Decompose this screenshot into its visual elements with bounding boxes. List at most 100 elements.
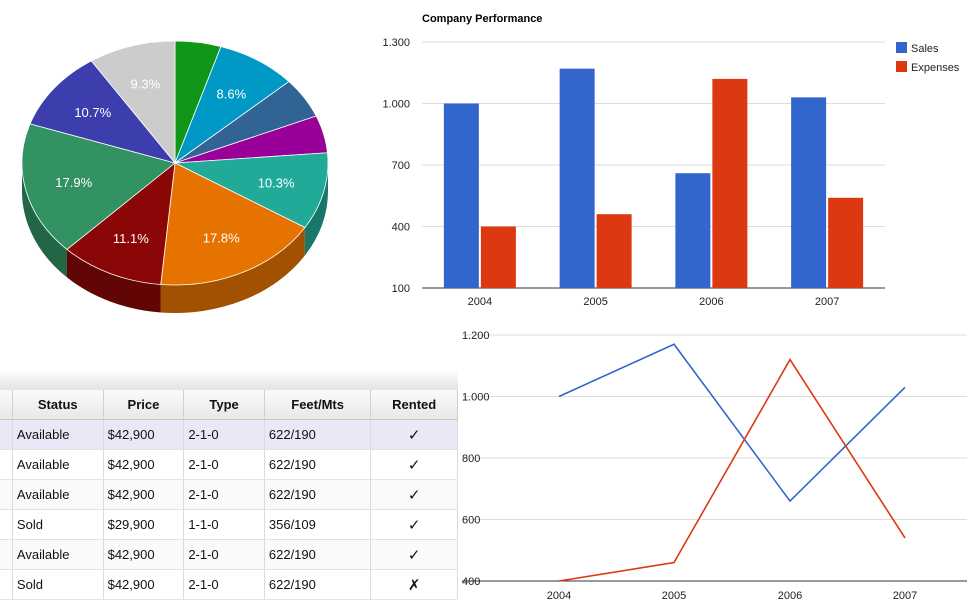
- row-selector[interactable]: [0, 569, 13, 600]
- rented-cell: ✗: [370, 569, 458, 600]
- pie-slice-label: 17.9%: [55, 175, 92, 190]
- bar-x-tick-label: 2005: [583, 296, 607, 308]
- pie-slice-label: 8.6%: [217, 86, 247, 101]
- bar-x-tick-label: 2004: [468, 296, 492, 308]
- column-header-rented[interactable]: Rented: [370, 390, 458, 420]
- pie-slice[interactable]: [160, 162, 306, 286]
- feet-mts-cell: 622/190: [264, 539, 372, 570]
- bar-y-tick-label: 400: [392, 222, 410, 234]
- bar-sales[interactable]: [443, 103, 479, 289]
- rented-cell: ✓: [370, 479, 458, 510]
- rented-cell: ✓: [370, 419, 458, 450]
- price-cell: $42,900: [103, 569, 185, 600]
- column-header-status[interactable]: Status: [12, 390, 104, 420]
- bar-y-tick-label: 1.300: [382, 37, 410, 49]
- price-cell: $42,900: [103, 449, 185, 480]
- pie-slice-side: [304, 163, 328, 256]
- legend-label-expenses: Expenses: [911, 62, 960, 74]
- status-cell: Sold: [12, 509, 104, 540]
- data-table: Status Price Type Feet/Mts Rented Availa…: [0, 390, 458, 600]
- pie-chart: 8.6% 10.3% 17.8% 11.1% 17.9% 10.7% 9.3%: [21, 40, 329, 313]
- price-cell: $42,900: [103, 539, 185, 570]
- bar-sales[interactable]: [791, 97, 827, 288]
- bar-expenses[interactable]: [596, 214, 632, 288]
- status-cell: Sold: [12, 569, 104, 600]
- line-y-tick-label: 400: [462, 576, 480, 588]
- pie-slice-label: 9.3%: [131, 76, 161, 91]
- feet-mts-cell: 622/190: [264, 569, 372, 600]
- table-row[interactable]: Available $42,900 2-1-0 622/190 ✓: [0, 449, 458, 480]
- legend-swatch-expenses: [896, 61, 907, 72]
- line-y-tick-label: 800: [462, 453, 480, 465]
- feet-mts-cell: 622/190: [264, 419, 372, 450]
- type-cell: 2-1-0: [183, 479, 265, 510]
- row-selector[interactable]: [0, 539, 13, 570]
- line-x-tick-label: 2007: [893, 590, 917, 602]
- bar-y-tick-label: 100: [392, 283, 410, 295]
- price-cell: $42,900: [103, 419, 185, 450]
- price-cell: $42,900: [103, 479, 185, 510]
- bar-y-tick-label: 700: [392, 160, 410, 172]
- feet-mts-cell: 356/109: [264, 509, 372, 540]
- price-cell: $29,900: [103, 509, 185, 540]
- table-row[interactable]: Available $42,900 2-1-0 622/190 ✓: [0, 479, 458, 510]
- column-header-type[interactable]: Type: [183, 390, 265, 420]
- table-top-band: [0, 370, 458, 390]
- legend-swatch-sales: [896, 42, 907, 53]
- pie-slice-label: 10.3%: [258, 175, 295, 190]
- status-cell: Available: [12, 479, 104, 510]
- column-header-feet-mts[interactable]: Feet/Mts: [264, 390, 372, 420]
- line-x-tick-label: 2004: [547, 590, 571, 602]
- pie-slice-label: 11.1%: [113, 231, 149, 246]
- line-x-tick-label: 2006: [778, 590, 802, 602]
- line-series[interactable]: [558, 343, 906, 503]
- bar-chart: Company Performance 1004007001.0001.300 …: [382, 13, 960, 308]
- feet-mts-cell: 622/190: [264, 449, 372, 480]
- legend-label-sales: Sales: [911, 43, 939, 55]
- type-cell: 2-1-0: [183, 569, 265, 600]
- bar-legend: Sales Expenses: [896, 42, 960, 74]
- table-row[interactable]: Sold $42,900 2-1-0 622/190 ✗: [0, 569, 458, 600]
- column-header-price[interactable]: Price: [103, 390, 185, 420]
- type-cell: 2-1-0: [183, 419, 265, 450]
- table-row[interactable]: Sold $29,900 1-1-0 356/109 ✓: [0, 509, 458, 540]
- line-y-tick-label: 1.200: [462, 330, 490, 342]
- header-row-selector: [0, 390, 13, 420]
- bar-expenses[interactable]: [480, 226, 516, 289]
- status-cell: Available: [12, 539, 104, 570]
- bar-x-tick-label: 2006: [699, 296, 723, 308]
- bar-x-tick-label: 2007: [815, 296, 839, 308]
- table-header-row: Status Price Type Feet/Mts Rented: [0, 390, 458, 420]
- row-selector[interactable]: [0, 449, 13, 480]
- bar-sales[interactable]: [675, 173, 711, 288]
- pie-slice[interactable]: [90, 40, 176, 165]
- line-series[interactable]: [558, 358, 906, 582]
- pie-slice[interactable]: [173, 152, 329, 228]
- row-selector[interactable]: [0, 479, 13, 510]
- pie-slice-label: 10.7%: [74, 105, 111, 120]
- pie-slice[interactable]: [66, 162, 176, 285]
- data-table-panel: Status Price Type Feet/Mts Rented Availa…: [0, 370, 458, 615]
- bar-sales[interactable]: [559, 68, 595, 289]
- row-selector[interactable]: [0, 419, 13, 450]
- bar-expenses[interactable]: [828, 197, 864, 288]
- pie-labels: 8.6% 10.3% 17.8% 11.1% 17.9% 10.7% 9.3%: [55, 76, 295, 246]
- line-y-tick-label: 1.000: [462, 392, 490, 404]
- pie-slice-label: 17.8%: [203, 230, 240, 245]
- type-cell: 2-1-0: [183, 539, 265, 570]
- line-x-tick-label: 2005: [662, 590, 686, 602]
- line-y-tick-label: 600: [462, 515, 480, 527]
- bar-y-tick-label: 1.000: [382, 99, 410, 111]
- pie-slice-side: [22, 163, 67, 278]
- bar-expenses[interactable]: [712, 78, 748, 289]
- bar-chart-title: Company Performance: [422, 13, 542, 25]
- table-row[interactable]: Available $42,900 2-1-0 622/190 ✓: [0, 539, 458, 570]
- row-selector[interactable]: [0, 509, 13, 540]
- type-cell: 1-1-0: [183, 509, 265, 540]
- pie-slice[interactable]: [29, 60, 177, 164]
- pie-slice[interactable]: [21, 123, 176, 250]
- feet-mts-cell: 622/190: [264, 479, 372, 510]
- rented-cell: ✓: [370, 449, 458, 480]
- table-row[interactable]: Available $42,900 2-1-0 622/190 ✓: [0, 419, 458, 450]
